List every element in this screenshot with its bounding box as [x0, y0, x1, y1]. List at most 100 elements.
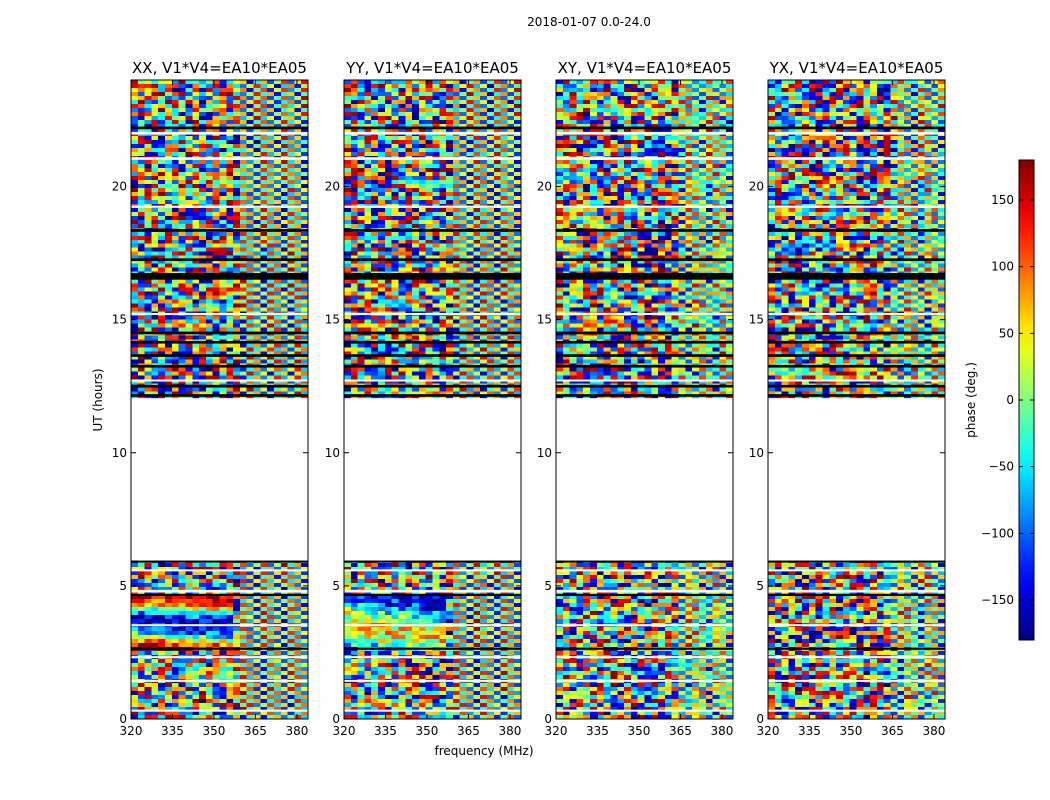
data-gap: [131, 398, 308, 561]
black-band: [131, 354, 308, 357]
colorbar-tick-label: 150: [991, 193, 1014, 207]
black-band: [768, 229, 945, 232]
black-band: [344, 560, 521, 563]
black-band: [131, 394, 308, 397]
suptitle: 2018-01-07 0.0-24.0: [527, 15, 651, 29]
x-tick-label: 365: [244, 724, 267, 738]
flagged-band: [344, 624, 521, 627]
x-tick-label: 320: [120, 724, 143, 738]
panels: XX, V1*V4=EA10*EA05 320 335 350 365 380 0 5 10 15…: [112, 59, 946, 738]
flagged-band: [344, 679, 521, 682]
black-band: [556, 126, 733, 130]
flagged-band: [131, 131, 308, 135]
black-band: [131, 258, 308, 262]
black-band: [131, 273, 308, 280]
black-band: [131, 647, 308, 650]
panel-frame: [767, 79, 946, 720]
flagged-band: [131, 709, 308, 712]
x-tick-label: 365: [669, 724, 692, 738]
x-tick-label: 335: [374, 724, 397, 738]
flagged-band: [131, 569, 308, 572]
black-band: [131, 229, 308, 232]
x-tick-label: 350: [416, 724, 439, 738]
flagged-band: [556, 656, 733, 659]
black-band: [556, 331, 733, 335]
flagged-band: [344, 205, 521, 208]
y-tick-label: 10: [112, 446, 127, 460]
flagged-band: [344, 157, 521, 160]
colorbar-tick-label: 100: [991, 260, 1014, 274]
x-tick-label: 350: [628, 724, 651, 738]
flagged-band: [344, 709, 521, 712]
flagged-band: [344, 569, 521, 572]
flagged-band: [768, 656, 945, 659]
black-band: [344, 229, 521, 232]
y-tick-label: 20: [325, 180, 340, 194]
x-tick-label: 320: [333, 724, 356, 738]
x-tick-label: 380: [710, 724, 733, 738]
flagged-band: [556, 624, 733, 627]
flagged-band: [556, 205, 733, 208]
y-tick-label: 0: [332, 712, 340, 726]
black-band: [344, 647, 521, 650]
flagged-band: [768, 205, 945, 208]
y-tick-label: 0: [756, 712, 764, 726]
x-tick-label: 335: [161, 724, 184, 738]
black-band: [768, 126, 945, 130]
black-band: [556, 394, 733, 397]
black-band: [344, 593, 521, 596]
flagged-band: [768, 679, 945, 682]
black-band: [768, 384, 945, 388]
black-band: [344, 384, 521, 388]
panel-frame: [130, 79, 309, 720]
flagged-band: [131, 157, 308, 160]
flagged-band: [131, 624, 308, 627]
flagged-band: [344, 131, 521, 135]
panel-frame: [343, 79, 522, 720]
black-band: [131, 593, 308, 596]
black-band: [556, 258, 733, 262]
flagged-band: [768, 569, 945, 572]
black-band: [768, 593, 945, 596]
flagged-band: [556, 131, 733, 135]
y-tick-label: 20: [537, 180, 552, 194]
y-tick-label: 10: [537, 446, 552, 460]
black-band: [556, 560, 733, 563]
phase-heatmap: [768, 80, 945, 719]
x-tick-label: 365: [881, 724, 904, 738]
x-tick-label: 335: [798, 724, 821, 738]
panel-title: XY, V1*V4=EA10*EA05: [558, 59, 732, 77]
x-tick-label: 335: [586, 724, 609, 738]
flagged-band: [768, 589, 945, 593]
black-band: [768, 354, 945, 357]
x-tick-label: 320: [545, 724, 568, 738]
flagged-band: [768, 624, 945, 627]
colorbar-label: phase (deg.): [964, 362, 978, 438]
black-band: [768, 647, 945, 650]
colorbar-tick-label: 0: [1006, 393, 1014, 407]
flagged-band: [768, 379, 945, 382]
black-band: [768, 273, 945, 280]
black-band: [556, 354, 733, 357]
flagged-band: [344, 656, 521, 659]
flagged-band: [131, 312, 308, 315]
black-band: [768, 340, 945, 344]
black-band: [131, 331, 308, 335]
black-band: [131, 364, 308, 368]
black-band: [344, 273, 521, 280]
black-band: [344, 354, 521, 357]
black-band: [556, 647, 733, 650]
phase-heatmap: [131, 80, 308, 719]
black-band: [768, 364, 945, 368]
y-tick-label: 15: [537, 313, 552, 327]
flagged-band: [768, 157, 945, 160]
flagged-band: [344, 312, 521, 315]
black-band: [768, 394, 945, 397]
phase-heatmap: [344, 80, 521, 719]
flagged-band: [556, 379, 733, 382]
black-band: [556, 593, 733, 596]
black-band: [556, 229, 733, 232]
x-tick-label: 380: [498, 724, 521, 738]
x-tick-label: 380: [285, 724, 308, 738]
